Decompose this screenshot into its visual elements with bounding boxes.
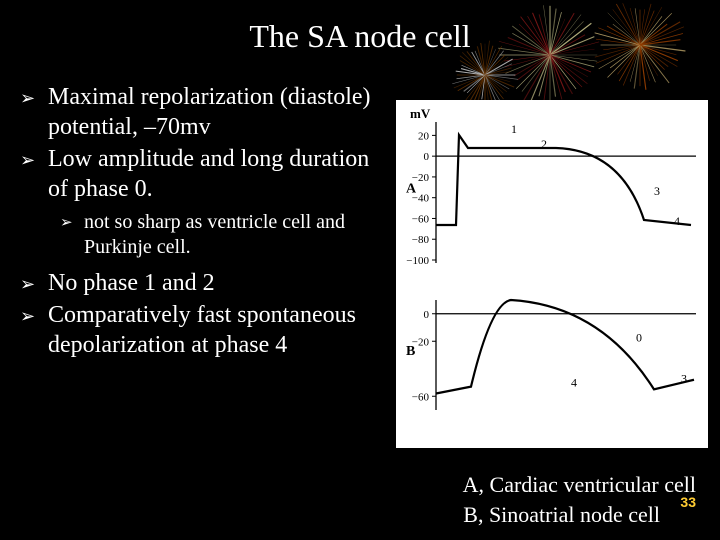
list-item: ➢ No phase 1 and 2 bbox=[20, 268, 390, 298]
bullet-arrow-icon: ➢ bbox=[20, 144, 48, 172]
svg-text:4: 4 bbox=[571, 376, 577, 390]
svg-text:1: 1 bbox=[511, 122, 517, 136]
svg-text:−60: −60 bbox=[412, 213, 430, 225]
bullet-text: No phase 1 and 2 bbox=[48, 268, 215, 298]
bullet-arrow-icon: ➢ bbox=[60, 210, 84, 233]
bullet-list: ➢ Maximal repolarization (diastole) pote… bbox=[20, 82, 390, 362]
bullet-arrow-icon: ➢ bbox=[20, 268, 48, 296]
bullet-arrow-icon: ➢ bbox=[20, 82, 48, 110]
bullet-text: Comparatively fast spontaneous depolariz… bbox=[48, 300, 390, 360]
page-number: 33 bbox=[680, 494, 696, 510]
list-item: ➢ Maximal repolarization (diastole) pote… bbox=[20, 82, 390, 142]
svg-text:B: B bbox=[406, 344, 415, 359]
svg-text:−100: −100 bbox=[406, 255, 429, 267]
list-item-sub: ➢ not so sharp as ventricle cell and Pur… bbox=[60, 210, 390, 260]
action-potential-chart: mV200−20−40−60−80−100A12340−20−60B034 bbox=[396, 100, 708, 448]
svg-text:0: 0 bbox=[424, 151, 430, 163]
caption-a: A, Cardiac ventricular cell bbox=[463, 472, 696, 498]
bullet-text: Low amplitude and long duration of phase… bbox=[48, 144, 390, 204]
svg-text:20: 20 bbox=[418, 130, 430, 142]
svg-text:0: 0 bbox=[424, 309, 430, 321]
svg-text:−80: −80 bbox=[412, 234, 430, 246]
svg-text:4: 4 bbox=[674, 214, 680, 228]
svg-text:2: 2 bbox=[541, 137, 547, 151]
bullet-text: Maximal repolarization (diastole) potent… bbox=[48, 82, 390, 142]
caption-b: B, Sinoatrial node cell bbox=[463, 502, 660, 528]
svg-text:−60: −60 bbox=[412, 391, 430, 403]
list-item: ➢ Comparatively fast spontaneous depolar… bbox=[20, 300, 390, 360]
svg-text:A: A bbox=[406, 182, 417, 197]
page-title: The SA node cell bbox=[0, 18, 720, 55]
svg-text:3: 3 bbox=[654, 184, 660, 198]
svg-text:0: 0 bbox=[636, 330, 642, 344]
svg-text:mV: mV bbox=[410, 106, 431, 121]
svg-text:3: 3 bbox=[681, 372, 687, 386]
bullet-arrow-icon: ➢ bbox=[20, 300, 48, 328]
list-item: ➢ Low amplitude and long duration of pha… bbox=[20, 144, 390, 204]
bullet-text: not so sharp as ventricle cell and Purki… bbox=[84, 210, 390, 260]
